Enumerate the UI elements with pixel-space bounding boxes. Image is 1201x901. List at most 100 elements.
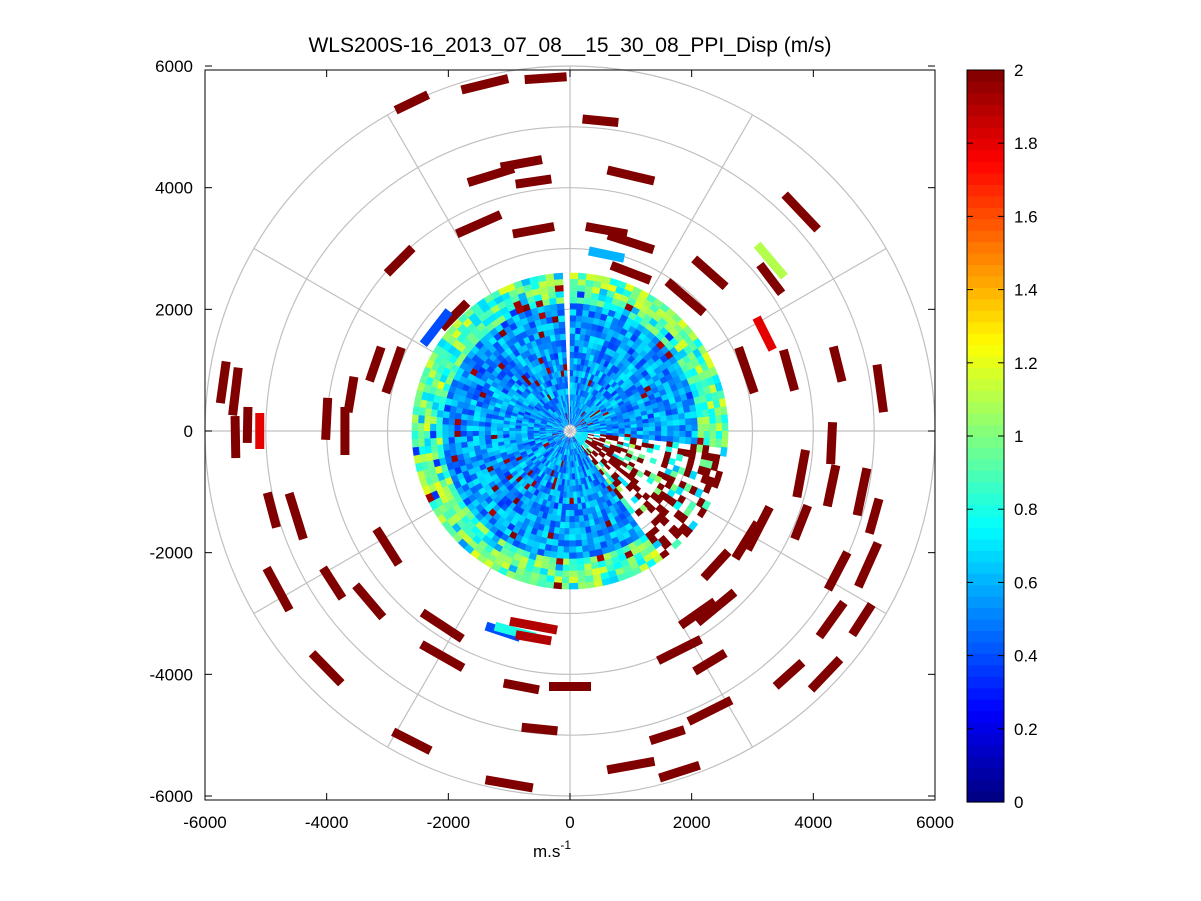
scan-cell	[581, 508, 588, 516]
scan-cell	[547, 419, 554, 424]
scan-cell	[542, 415, 550, 420]
scan-cell	[585, 279, 595, 287]
scan-cell	[507, 452, 515, 459]
scan-cell	[696, 507, 708, 519]
scan-cell	[708, 408, 716, 418]
scan-cell	[582, 514, 590, 522]
scan-cell	[514, 402, 522, 409]
scan-cell	[442, 410, 450, 419]
scan-cell	[718, 398, 727, 409]
scan-cell	[579, 333, 586, 341]
scan-cell	[431, 400, 440, 411]
scan-cell	[632, 484, 642, 493]
scan-cell	[558, 415, 563, 422]
scan-cell	[430, 489, 440, 501]
scan-cell	[545, 537, 553, 546]
x-tick-label: 4000	[794, 813, 832, 832]
scan-cell	[447, 467, 457, 477]
scan-cell	[577, 408, 582, 415]
scan-cell	[864, 497, 884, 535]
scan-cell	[598, 404, 605, 410]
scan-cell	[577, 416, 582, 422]
scan-cell	[555, 290, 564, 298]
scan-cell	[709, 438, 717, 448]
scan-cell	[582, 443, 588, 450]
scan-cell	[572, 419, 576, 426]
scan-cell	[661, 431, 668, 437]
scan-cell	[578, 521, 586, 529]
scan-cell	[509, 486, 518, 495]
scan-cell	[559, 327, 566, 335]
scan-cell	[653, 411, 661, 419]
scan-cell	[606, 289, 617, 299]
scan-cell	[453, 465, 463, 475]
scan-cell	[579, 465, 584, 473]
scan-cell	[596, 560, 607, 569]
scan-cell	[584, 334, 591, 342]
scan-cell	[536, 305, 546, 314]
scan-cell	[501, 387, 510, 395]
scan-cell	[691, 424, 698, 432]
scan-cell	[616, 280, 628, 290]
scan-cell	[606, 369, 614, 378]
scan-cell	[544, 310, 553, 318]
scan-cell	[562, 357, 567, 365]
scan-cell	[598, 394, 605, 402]
scan-cell	[530, 399, 538, 406]
scan-cell	[582, 431, 589, 433]
scan-cell	[616, 475, 625, 484]
scan-cell	[563, 406, 567, 414]
scan-cell	[442, 436, 449, 445]
scan-cell	[563, 540, 570, 547]
scan-cell	[642, 422, 650, 428]
scan-cell	[592, 418, 599, 423]
scan-cell	[574, 479, 579, 486]
scan-cell	[527, 393, 535, 401]
scan-cell	[551, 430, 558, 432]
scan-cell	[595, 554, 605, 563]
scan-cell	[493, 387, 502, 396]
scan-cell	[515, 424, 522, 429]
scan-cell	[533, 365, 541, 374]
scan-cell	[559, 333, 566, 341]
scan-cell	[572, 436, 576, 443]
x-axis-label-base: m.s	[533, 842, 560, 861]
scan-cell	[557, 431, 565, 434]
scan-cell	[583, 563, 592, 571]
scan-cell	[484, 775, 534, 793]
scan-cell	[572, 442, 575, 450]
scan-cell	[531, 565, 541, 575]
scan-cell	[558, 433, 565, 437]
scan-cell	[677, 597, 718, 630]
scan-cell	[230, 416, 241, 459]
scan-cell	[567, 443, 570, 450]
scan-cell	[709, 415, 717, 425]
scan-cell	[284, 491, 308, 541]
scan-cell	[579, 459, 584, 467]
scan-cell	[557, 431, 564, 433]
scan-cell	[569, 467, 573, 474]
scan-cell	[589, 460, 596, 468]
scan-cell	[603, 533, 612, 542]
scan-cell	[548, 408, 554, 414]
scan-cell	[575, 315, 583, 323]
x-axis-label: m.s-1	[533, 838, 571, 861]
scan-cell	[607, 283, 619, 293]
scan-cell	[560, 395, 564, 402]
scan-cell	[678, 418, 686, 427]
scan-cell	[581, 435, 588, 439]
scan-cell	[573, 420, 578, 427]
scan-cell	[570, 388, 573, 395]
scan-cell	[583, 442, 590, 448]
scan-cell	[570, 284, 579, 292]
scan-cell	[522, 380, 530, 388]
scan-cell	[490, 426, 498, 431]
scan-cell	[564, 419, 568, 426]
scan-cell	[598, 417, 606, 422]
scan-cell	[533, 424, 540, 428]
scan-cell	[508, 455, 516, 462]
scan-cell	[554, 284, 564, 292]
scan-cell	[529, 275, 540, 285]
scan-cell	[578, 438, 585, 444]
